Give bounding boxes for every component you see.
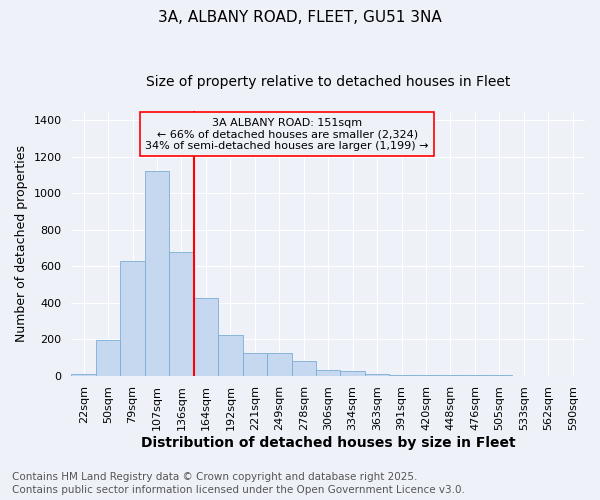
Bar <box>414 375 438 376</box>
Bar <box>145 171 169 376</box>
Y-axis label: Number of detached properties: Number of detached properties <box>15 145 28 342</box>
X-axis label: Distribution of detached houses by size in Fleet: Distribution of detached houses by size … <box>141 436 515 450</box>
Bar <box>267 353 292 376</box>
Text: Contains HM Land Registry data © Crown copyright and database right 2025.
Contai: Contains HM Land Registry data © Crown c… <box>12 472 465 495</box>
Text: 3A ALBANY ROAD: 151sqm
← 66% of detached houses are smaller (2,324)
34% of semi-: 3A ALBANY ROAD: 151sqm ← 66% of detached… <box>145 118 429 151</box>
Bar <box>340 371 365 376</box>
Bar <box>292 361 316 376</box>
Bar <box>316 370 340 376</box>
Bar <box>242 353 267 376</box>
Bar <box>365 374 389 376</box>
Bar <box>169 252 194 376</box>
Bar <box>71 374 96 376</box>
Bar <box>96 340 121 376</box>
Bar <box>389 375 414 376</box>
Text: 3A, ALBANY ROAD, FLEET, GU51 3NA: 3A, ALBANY ROAD, FLEET, GU51 3NA <box>158 10 442 25</box>
Bar <box>121 260 145 376</box>
Title: Size of property relative to detached houses in Fleet: Size of property relative to detached ho… <box>146 75 511 89</box>
Bar <box>218 336 242 376</box>
Bar <box>194 298 218 376</box>
